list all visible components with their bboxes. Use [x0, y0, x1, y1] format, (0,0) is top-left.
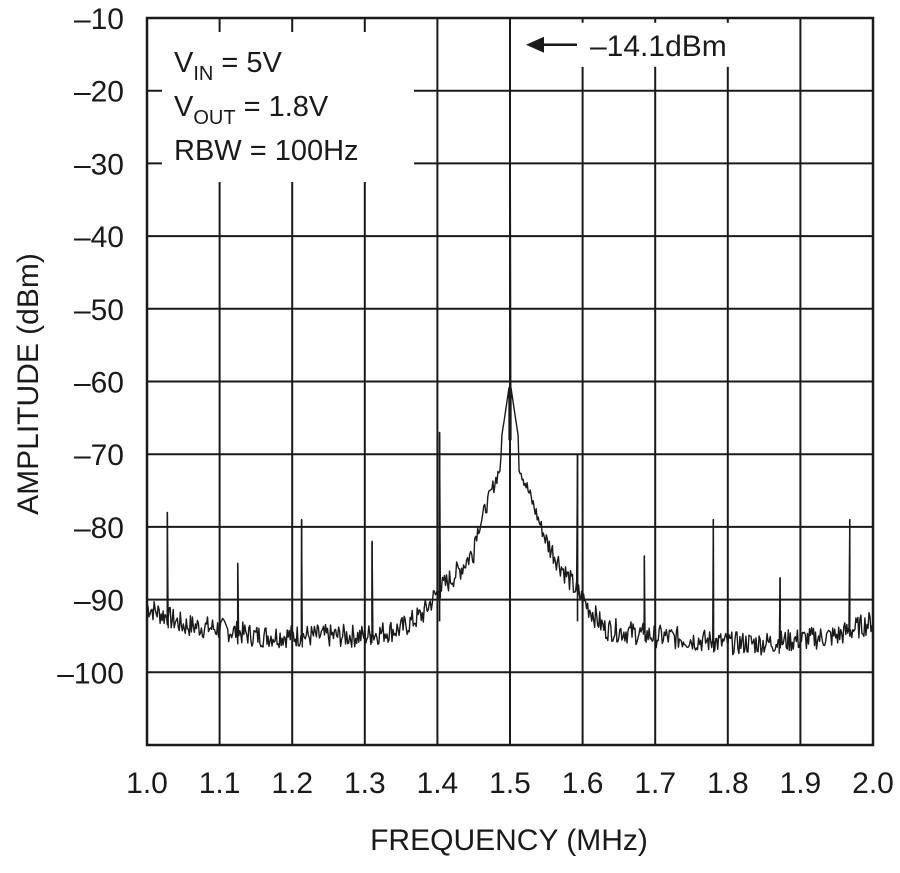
- condition-line: RBW = 100Hz: [174, 135, 359, 167]
- peak-annotation: –14.1dBm: [524, 22, 784, 67]
- series-layer: [146, 47, 874, 656]
- x-tick-label: 1.3: [344, 767, 386, 800]
- x-tick-label: 2.0: [852, 767, 894, 800]
- x-tick-label: 1.1: [199, 767, 241, 800]
- x-tick-label: 1.5: [489, 767, 531, 800]
- x-tick-label: 1.6: [562, 767, 604, 800]
- annotation-arrow-head: [526, 36, 544, 53]
- condition-main: V: [174, 91, 194, 123]
- x-tick-label: 1.4: [417, 767, 459, 800]
- condition-line: VOUT = 1.8V: [174, 91, 329, 129]
- y-tick-label: –20: [74, 76, 124, 109]
- condition-value: = 5V: [213, 47, 282, 79]
- y-tick-label: –70: [74, 439, 124, 472]
- peak-value-label: –14.1dBm: [590, 30, 727, 63]
- plot-frame: [145, 16, 875, 747]
- y-tick-label: –50: [74, 294, 124, 327]
- x-axis-title: FREQUENCY (MHz): [370, 824, 648, 857]
- y-tick-label: –40: [74, 221, 124, 254]
- y-tick-label: –100: [57, 657, 124, 690]
- y-tick-label: –30: [74, 148, 124, 181]
- x-tick-label: 1.9: [780, 767, 822, 800]
- condition-subscript: IN: [193, 63, 213, 85]
- condition-value: = 1.8V: [236, 91, 329, 123]
- x-tick-label: 1.2: [271, 767, 313, 800]
- y-tick-label: –90: [74, 585, 124, 618]
- conditions-box-background: [162, 32, 414, 182]
- tick-labels-layer: 1.0 1.1 1.2 1.3 1.4 1.5 1.6 1.7 1.8 1.9 2.0 –10 –20 –…: [57, 3, 894, 800]
- y-tick-label: –80: [74, 512, 124, 545]
- condition-main: RBW = 100Hz: [174, 135, 359, 167]
- y-tick-label: –10: [74, 3, 124, 36]
- condition-line: VIN = 5V: [174, 47, 283, 85]
- x-tick-label: 1.0: [126, 767, 168, 800]
- y-tick-label: –60: [74, 367, 124, 400]
- y-axis-title: AMPLITUDE (dBm): [12, 253, 45, 515]
- condition-main: V: [174, 47, 194, 79]
- condition-subscript: OUT: [193, 107, 235, 129]
- x-tick-label: 1.7: [634, 767, 676, 800]
- x-tick-label: 1.8: [707, 767, 749, 800]
